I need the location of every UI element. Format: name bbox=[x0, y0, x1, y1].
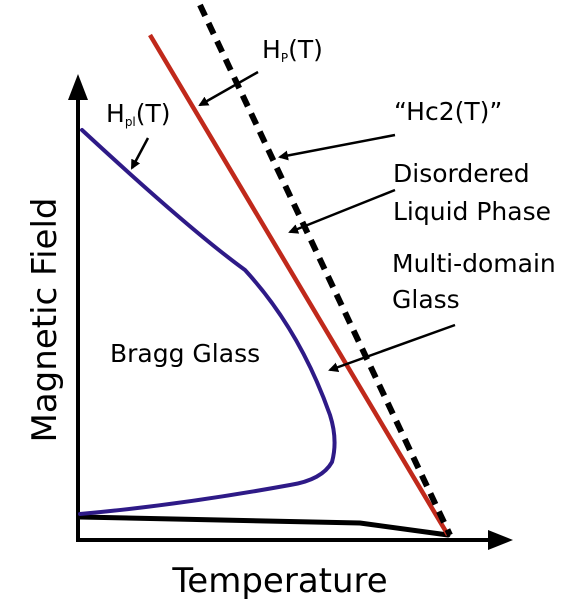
multi-domain-label-line1: Multi-domain bbox=[392, 249, 556, 278]
x-axis-label: Temperature bbox=[171, 561, 387, 601]
multidomain-pointer-arrow bbox=[328, 323, 456, 372]
bragg-glass-label: Bragg Glass bbox=[110, 339, 260, 368]
lower-boundary-line bbox=[77, 514, 451, 538]
y-axis-label: Magnetic Field bbox=[25, 198, 65, 443]
hp-pointer-arrow bbox=[198, 70, 259, 107]
liquid-pointer-arrow bbox=[288, 188, 396, 234]
multi-domain-label-line2: Glass bbox=[392, 285, 460, 314]
hp-line bbox=[148, 33, 450, 537]
hp-label: HP(T) bbox=[262, 35, 323, 65]
hpl-pointer-arrow bbox=[130, 137, 150, 170]
hc2-pointer-arrow bbox=[278, 133, 396, 161]
hc2-line bbox=[197, 3, 453, 537]
disordered-liquid-label-line1: Disordered bbox=[393, 159, 530, 188]
hpl-curve bbox=[78, 128, 337, 516]
hc2-label: “Hc2(T)” bbox=[394, 97, 502, 126]
x-axis-arrowhead bbox=[488, 530, 513, 550]
hpl-label: Hpl(T) bbox=[106, 99, 171, 129]
y-axis-arrowhead bbox=[68, 74, 88, 100]
disordered-liquid-label-line2: Liquid Phase bbox=[393, 197, 551, 226]
